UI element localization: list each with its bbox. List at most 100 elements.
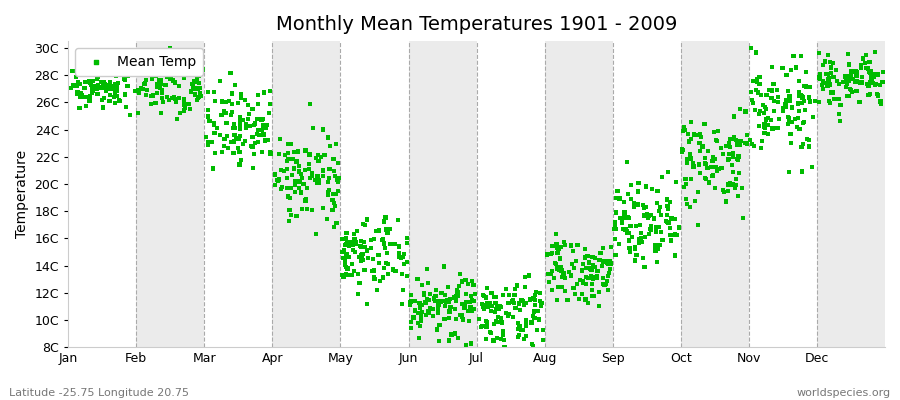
Point xyxy=(764,95,778,101)
Point xyxy=(279,175,293,181)
Point xyxy=(489,306,503,312)
Point xyxy=(758,125,772,132)
Point xyxy=(176,75,191,81)
Point xyxy=(85,66,99,72)
Point xyxy=(355,252,369,258)
Point xyxy=(207,121,221,128)
Point xyxy=(486,337,500,344)
Point xyxy=(754,138,769,144)
Point xyxy=(330,188,345,194)
Point xyxy=(421,280,436,286)
Point xyxy=(447,330,462,337)
Point xyxy=(450,289,464,295)
Point xyxy=(372,252,386,258)
Point xyxy=(194,93,208,100)
Point xyxy=(625,234,639,240)
Point xyxy=(160,94,175,100)
Point xyxy=(664,237,679,244)
Point xyxy=(617,208,632,215)
Point xyxy=(648,242,662,248)
Point xyxy=(166,94,181,101)
Point xyxy=(823,81,837,88)
Point xyxy=(392,243,406,250)
Point xyxy=(224,139,238,145)
Point xyxy=(652,224,666,230)
Point xyxy=(104,84,118,91)
Point xyxy=(781,114,796,120)
Point xyxy=(599,281,614,287)
Point xyxy=(82,98,96,105)
Point xyxy=(354,258,368,264)
Point xyxy=(518,284,533,290)
Point xyxy=(400,259,414,265)
Point xyxy=(526,294,540,301)
Point xyxy=(499,286,513,292)
Point xyxy=(459,291,473,297)
Point xyxy=(848,68,862,74)
Point xyxy=(837,79,851,85)
Point xyxy=(143,63,157,70)
Point xyxy=(542,279,556,285)
Point xyxy=(141,68,156,75)
Point xyxy=(145,64,159,70)
Point xyxy=(526,308,541,315)
Point xyxy=(862,59,877,66)
Point xyxy=(155,95,169,101)
Point xyxy=(726,181,741,188)
Point xyxy=(305,170,320,176)
Point xyxy=(668,252,682,259)
Point xyxy=(596,259,610,265)
Title: Monthly Mean Temperatures 1901 - 2009: Monthly Mean Temperatures 1901 - 2009 xyxy=(276,15,678,34)
Point xyxy=(517,336,531,342)
Point xyxy=(765,64,779,70)
Point xyxy=(479,318,493,324)
Point xyxy=(784,140,798,146)
Point xyxy=(72,81,86,87)
Point xyxy=(695,143,709,150)
Point xyxy=(637,264,652,270)
Point xyxy=(122,112,137,118)
Point xyxy=(684,119,698,125)
Point xyxy=(518,317,533,323)
Point xyxy=(620,159,634,166)
Point xyxy=(455,316,470,322)
Point xyxy=(356,257,370,263)
Point xyxy=(548,261,562,268)
Point xyxy=(234,95,248,102)
Point xyxy=(493,315,508,322)
Point xyxy=(738,108,752,115)
Point xyxy=(476,292,491,298)
Point xyxy=(492,304,507,310)
Point xyxy=(68,82,82,88)
Point xyxy=(653,242,668,248)
Point xyxy=(339,241,354,248)
Point xyxy=(330,179,345,185)
Point xyxy=(518,323,533,329)
Point xyxy=(83,93,97,99)
Point xyxy=(650,200,664,207)
Point xyxy=(796,94,810,101)
Point xyxy=(574,267,589,274)
Point xyxy=(698,160,712,166)
Point xyxy=(481,300,495,306)
Point xyxy=(428,287,443,294)
Point xyxy=(587,293,601,299)
Point xyxy=(91,73,105,79)
Bar xyxy=(273,41,340,347)
Point xyxy=(341,254,356,260)
Point xyxy=(630,188,644,195)
Point xyxy=(177,101,192,108)
Point xyxy=(759,106,773,112)
Point xyxy=(615,219,629,226)
Point xyxy=(317,152,331,158)
Point xyxy=(850,68,864,75)
Point xyxy=(138,80,152,87)
Point xyxy=(187,71,202,78)
Point xyxy=(587,264,601,270)
Point xyxy=(414,302,428,308)
Point xyxy=(824,89,838,96)
Point xyxy=(90,90,104,97)
Point xyxy=(367,274,382,281)
Point xyxy=(248,140,263,146)
Point xyxy=(838,73,852,80)
